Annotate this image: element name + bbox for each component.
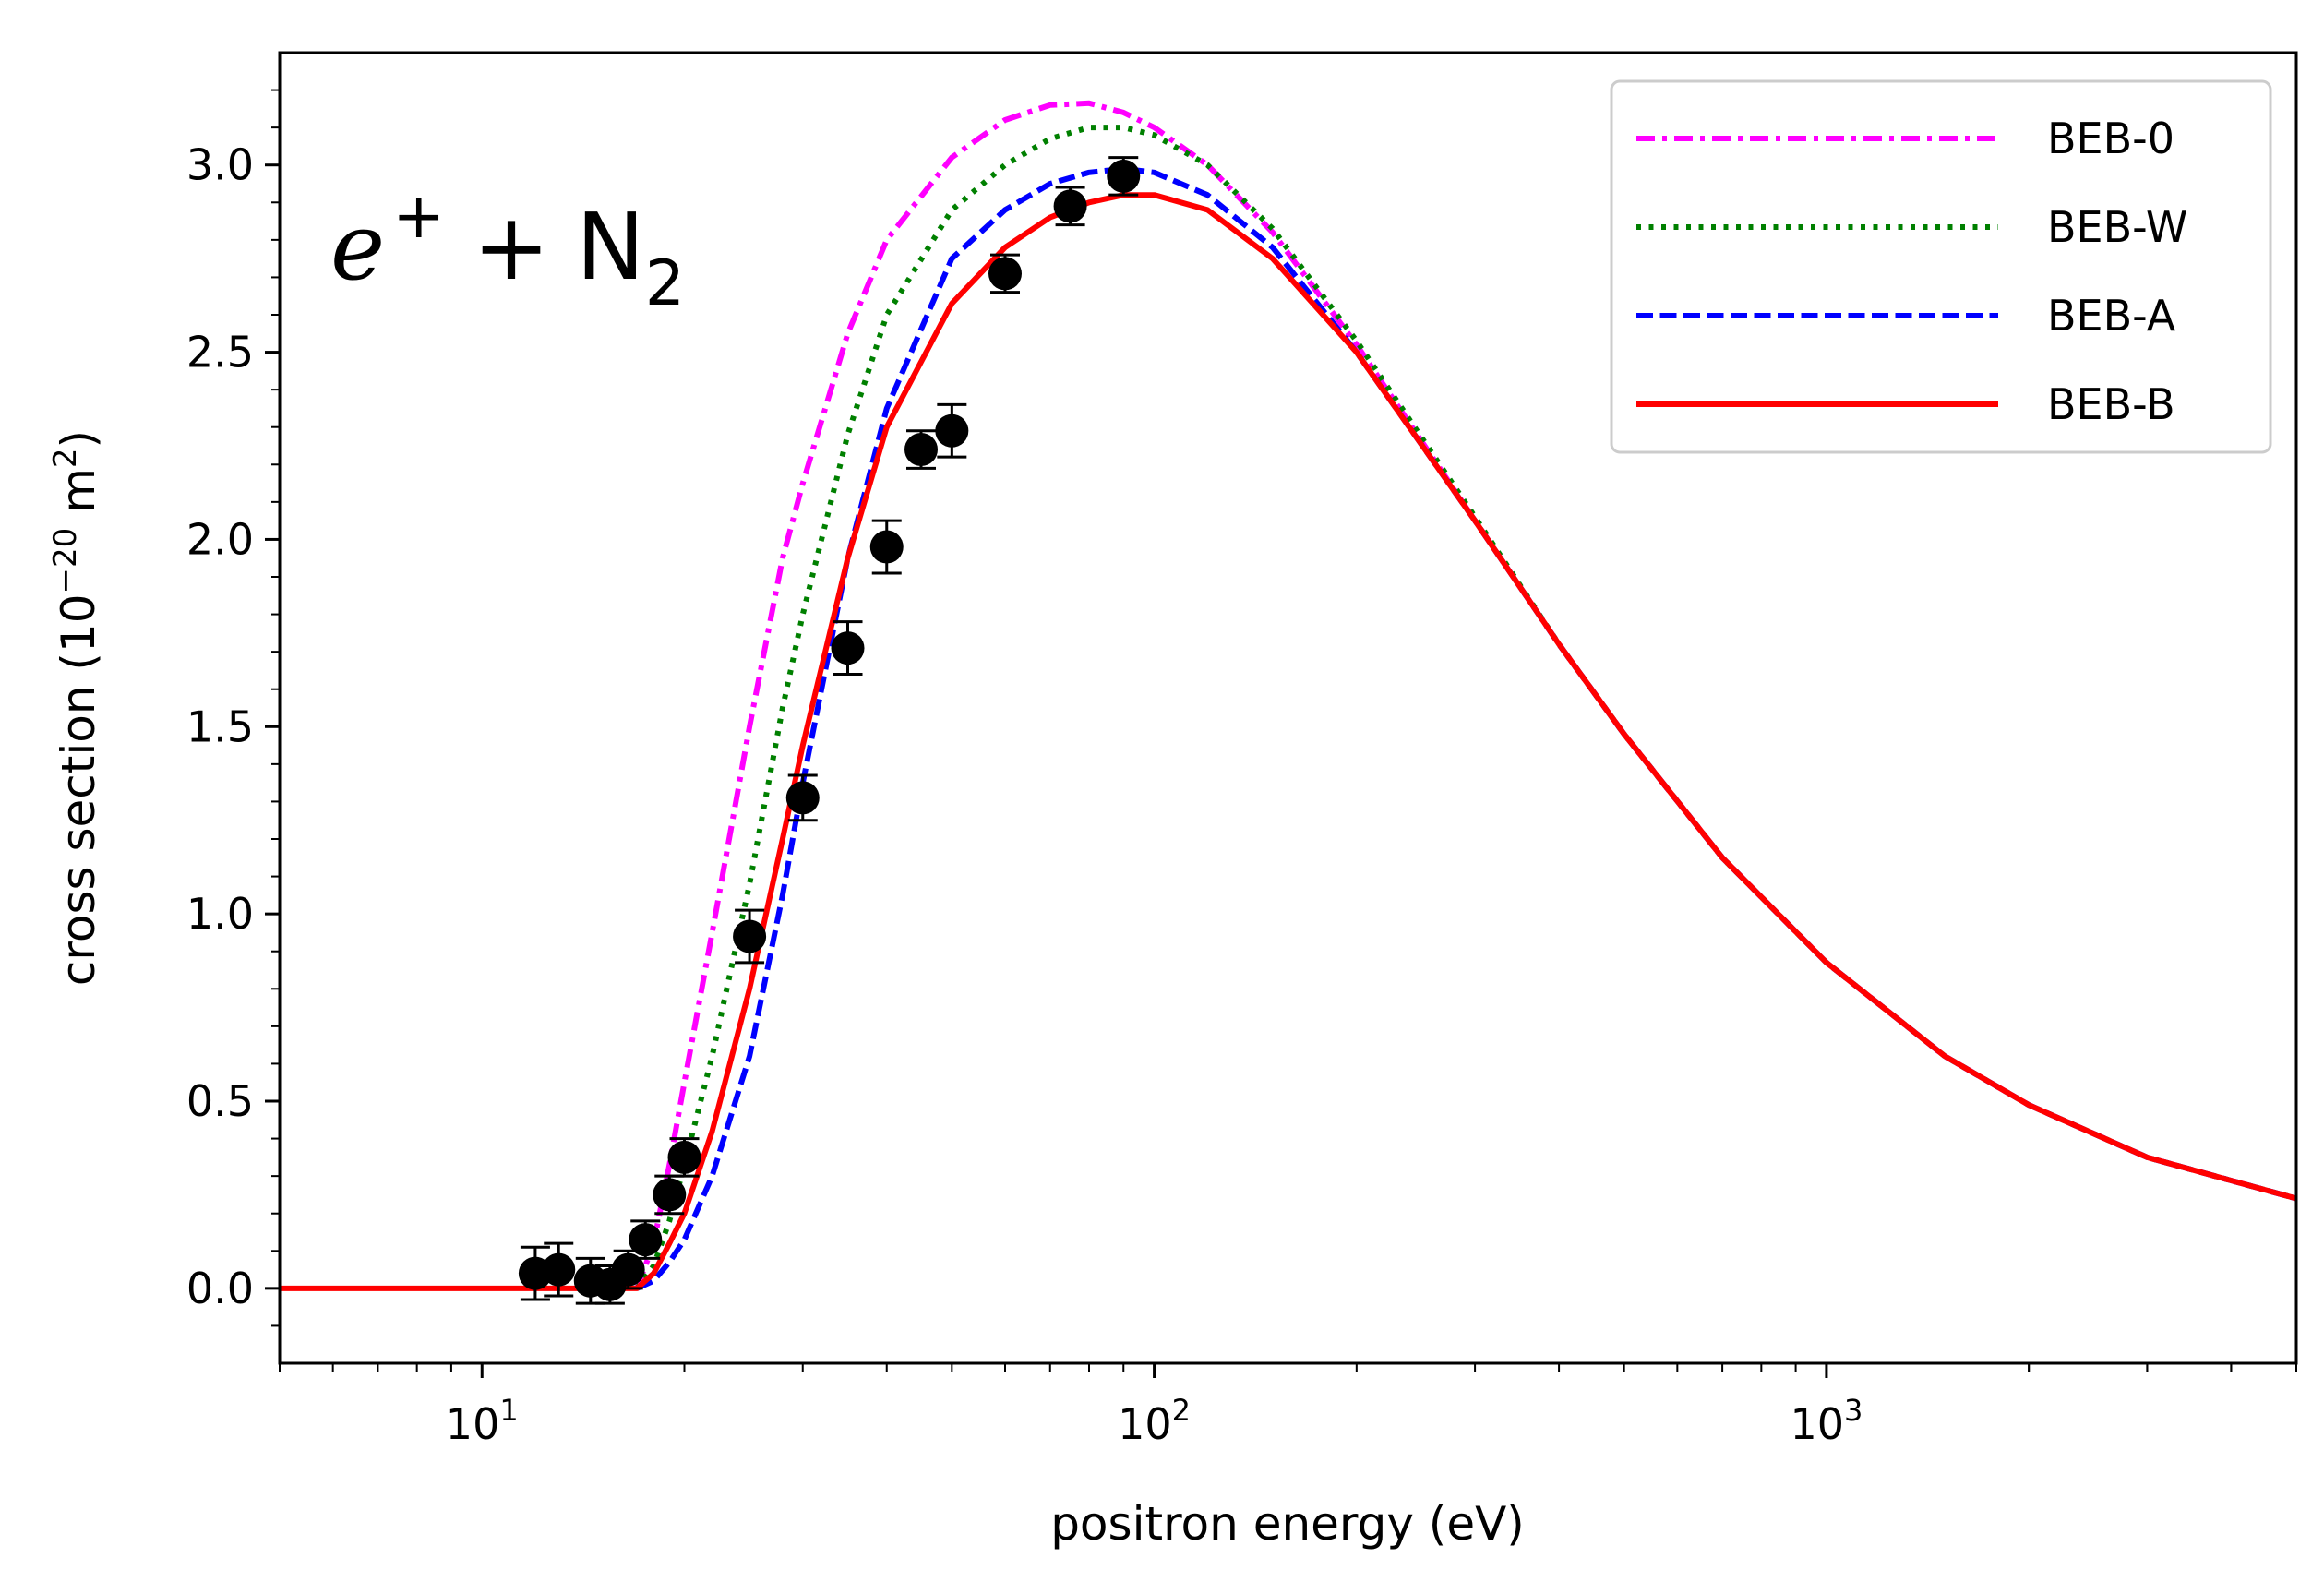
series-beb-w-line	[634, 125, 2296, 1290]
data-marker	[988, 257, 1023, 291]
data-point	[935, 402, 969, 459]
data-point	[785, 773, 820, 822]
data-marker	[667, 1140, 701, 1174]
series-layer	[280, 100, 2296, 1291]
data-marker	[935, 413, 969, 448]
y-tick-label: 2.0	[186, 514, 254, 564]
series-beb-b-line	[280, 192, 2296, 1291]
x-tick-label: 101	[446, 1393, 519, 1449]
y-tick-label: 3.0	[186, 140, 254, 190]
legend: BEB-0 BEB-W BEB-A BEB-B	[1610, 79, 2272, 454]
data-point	[831, 620, 865, 676]
plot-frame	[278, 51, 2298, 1365]
y-axis-label: cross section (10−20 m2)	[47, 430, 105, 986]
data-marker	[629, 1223, 663, 1257]
data-point	[667, 1137, 701, 1178]
data-point	[611, 1249, 645, 1290]
data-marker	[831, 631, 865, 665]
y-tick-label: 1.0	[186, 889, 254, 939]
legend-label-beb-b: BEB-B	[2047, 379, 2175, 429]
x-axis-label: positron energy (eV)	[1050, 1497, 1525, 1551]
data-marker	[785, 781, 820, 815]
x-tick-label: 102	[1118, 1393, 1191, 1449]
data-marker	[1053, 189, 1087, 223]
data-marker	[733, 919, 767, 953]
data-point	[629, 1219, 663, 1260]
data-marker	[869, 530, 904, 564]
y-tick-label: 0.5	[186, 1076, 254, 1126]
data-point	[542, 1241, 576, 1298]
data-point	[1053, 186, 1087, 227]
y-axis-ticks: 0.0 0.5 1.0 1.5 2.0 2.5 3.0	[186, 89, 280, 1327]
y-tick-label: 0.0	[186, 1264, 254, 1313]
data-point	[988, 253, 1023, 294]
data-point	[1107, 156, 1141, 197]
experimental-points	[518, 156, 1141, 1305]
y-tick-label: 1.5	[186, 701, 254, 751]
data-marker	[542, 1252, 576, 1287]
data-point	[869, 519, 904, 575]
legend-label-beb-w: BEB-W	[2047, 202, 2187, 252]
x-tick-label: 103	[1790, 1393, 1863, 1449]
y-tick-label: 2.5	[186, 328, 254, 378]
legend-frame	[1610, 79, 2272, 454]
data-marker	[904, 433, 939, 467]
reaction-annotation: e + + N2	[330, 180, 685, 320]
data-marker	[653, 1178, 687, 1212]
data-point	[733, 908, 767, 965]
legend-label-beb-a: BEB-A	[2047, 291, 2176, 341]
data-marker	[1107, 159, 1141, 193]
x-axis-ticks: 101 102 103	[279, 1363, 2297, 1449]
legend-label-beb-0: BEB-0	[2047, 114, 2174, 163]
data-marker	[611, 1252, 645, 1287]
data-point	[904, 429, 939, 470]
